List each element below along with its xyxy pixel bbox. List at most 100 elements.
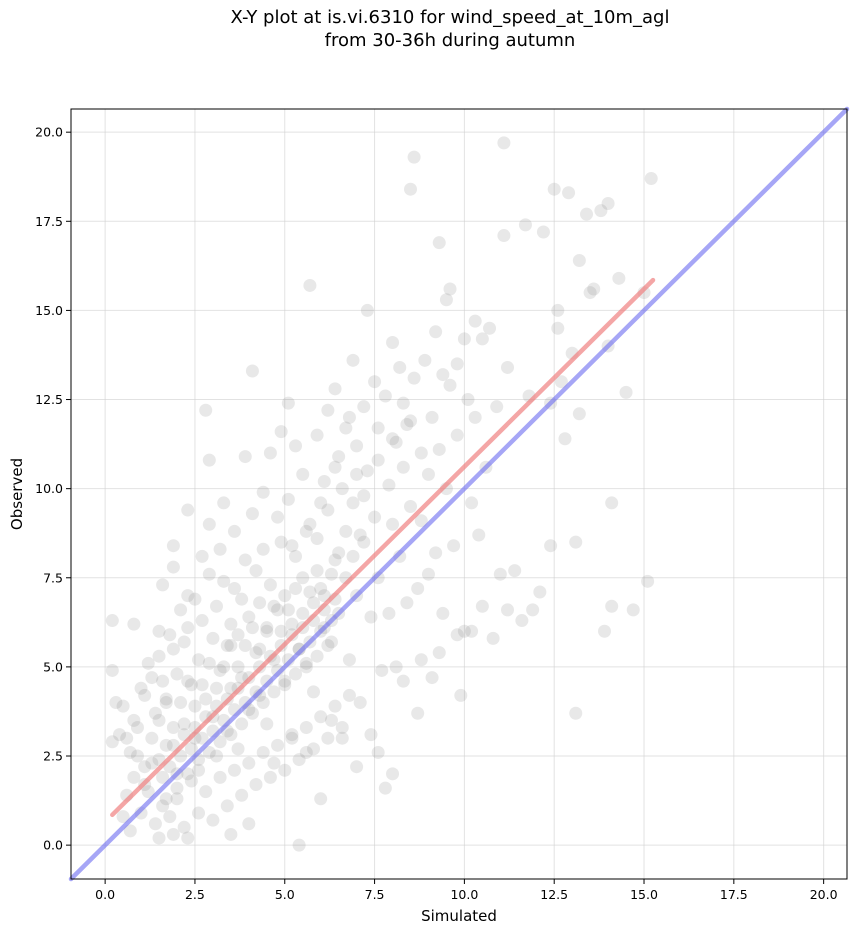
data-point <box>371 745 385 759</box>
data-point <box>245 621 259 635</box>
data-point <box>289 549 303 563</box>
plot-frame <box>70 108 848 880</box>
y-tick-label: 0.0 <box>43 838 63 853</box>
data-point <box>235 592 249 606</box>
data-point <box>580 207 594 221</box>
data-point <box>558 432 572 446</box>
y-axis-ticks: 0.0 2.5 5.0 7.5 10.0 12.5 15.0 17.5 20.0 <box>35 125 71 853</box>
data-point <box>342 410 356 424</box>
x-tick-label: 10.0 <box>450 887 478 902</box>
data-point <box>328 460 342 474</box>
chart-title-line-2: from 30-36h during autumn <box>324 30 576 51</box>
data-point <box>425 671 439 685</box>
data-point <box>335 720 349 734</box>
x-tick-label: 17.5 <box>720 887 748 902</box>
data-point <box>371 453 385 467</box>
data-point <box>274 535 288 549</box>
data-point <box>493 567 507 581</box>
data-point <box>414 514 428 528</box>
data-point <box>353 696 367 710</box>
data-point <box>267 599 281 613</box>
data-point <box>260 624 274 638</box>
x-tick-label: 2.5 <box>185 887 205 902</box>
data-point <box>547 182 561 196</box>
data-point <box>414 446 428 460</box>
y-tick-label: 7.5 <box>43 570 63 585</box>
data-point <box>386 335 400 349</box>
data-point <box>357 535 371 549</box>
data-point <box>350 760 364 774</box>
data-point <box>569 535 583 549</box>
data-point <box>148 817 162 831</box>
data-point <box>307 742 320 756</box>
data-point <box>364 610 378 624</box>
data-point <box>303 585 317 599</box>
data-point <box>396 674 410 688</box>
data-point <box>324 635 338 649</box>
data-point <box>256 485 270 499</box>
regression-line <box>110 277 656 818</box>
data-point <box>472 528 486 542</box>
data-point <box>342 688 356 702</box>
data-point <box>310 649 324 663</box>
data-point <box>202 745 216 759</box>
x-axis-ticks: 0.0 2.5 5.0 7.5 10.0 12.5 15.0 17.5 20.0 <box>95 879 838 902</box>
data-point <box>213 542 227 556</box>
data-point <box>299 524 313 538</box>
data-point <box>130 720 144 734</box>
data-point <box>174 696 188 710</box>
data-point <box>235 788 249 802</box>
data-point <box>321 639 335 653</box>
x-tick-label: 7.5 <box>365 887 385 902</box>
data-point <box>544 539 558 553</box>
data-point <box>289 581 303 595</box>
data-point <box>113 728 126 742</box>
data-point <box>421 567 435 581</box>
data-point <box>184 774 198 788</box>
data-point <box>271 738 285 752</box>
data-point <box>450 628 464 642</box>
data-point <box>127 770 141 784</box>
data-point <box>195 731 209 745</box>
data-point <box>235 717 249 731</box>
data-point <box>303 278 317 292</box>
data-point <box>166 720 180 734</box>
data-point <box>454 688 468 702</box>
data-point <box>378 389 392 403</box>
data-point <box>274 624 288 638</box>
data-point <box>231 742 245 756</box>
data-point <box>227 581 241 595</box>
data-point <box>278 589 292 603</box>
data-point <box>152 713 166 727</box>
data-point <box>166 642 180 656</box>
data-point <box>375 663 389 677</box>
data-point <box>177 717 191 731</box>
data-point <box>324 567 338 581</box>
data-point <box>292 838 306 852</box>
data-point <box>404 499 417 513</box>
data-point <box>253 642 267 656</box>
data-point <box>314 710 328 724</box>
y-axis-label: Observed <box>8 458 26 530</box>
data-point <box>314 581 328 595</box>
data-point <box>404 182 417 196</box>
data-point <box>217 496 231 510</box>
data-point <box>156 578 170 592</box>
data-point <box>400 596 414 610</box>
data-point <box>350 467 364 481</box>
data-point <box>386 517 400 531</box>
data-point <box>350 439 364 453</box>
data-point <box>357 400 371 414</box>
data-point <box>134 681 148 695</box>
data-point <box>583 286 597 300</box>
data-point <box>278 674 292 688</box>
data-point <box>450 428 464 442</box>
data-point <box>378 781 392 795</box>
y-tick-label: 2.5 <box>43 749 63 764</box>
data-point <box>450 357 464 371</box>
data-point <box>152 649 166 663</box>
x-tick-label: 0.0 <box>95 887 115 902</box>
data-point <box>572 254 586 268</box>
data-point <box>443 378 457 392</box>
data-point <box>307 685 320 699</box>
